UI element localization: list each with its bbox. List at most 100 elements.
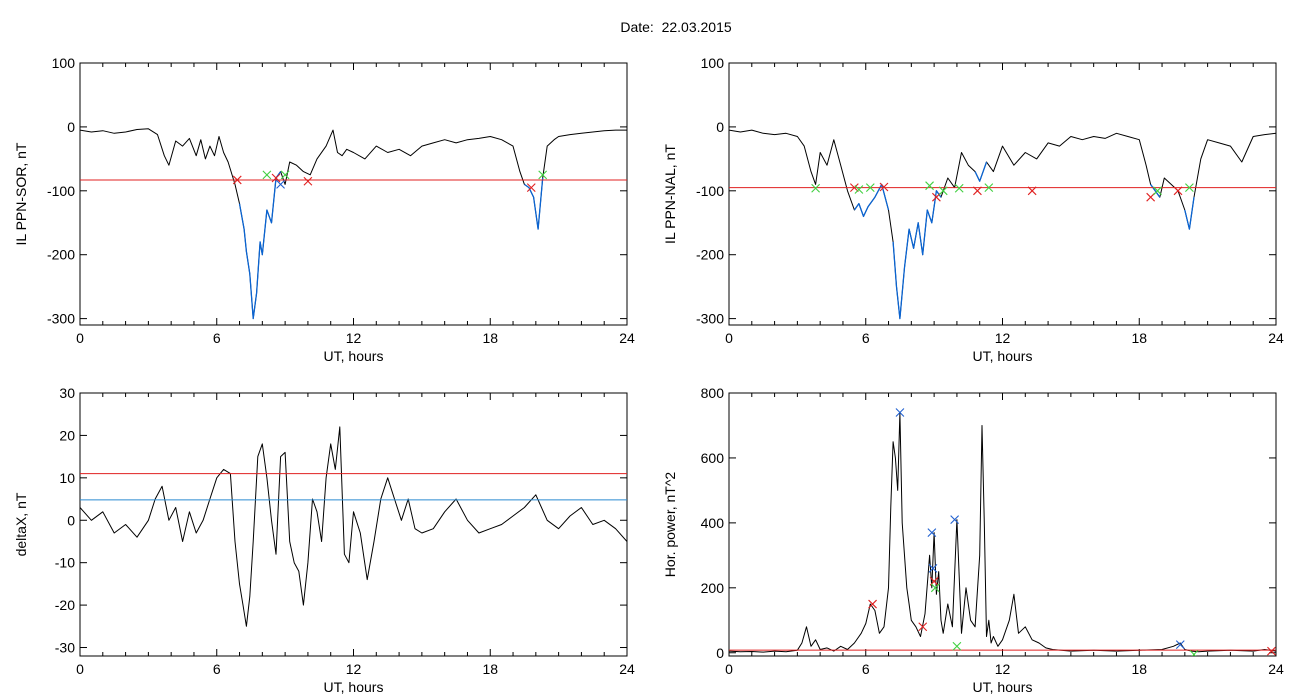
data-marker bbox=[303, 176, 313, 186]
y-tick-label: 200 bbox=[701, 580, 725, 596]
series-line bbox=[80, 426, 627, 627]
page-title: Date: 22.03.2015 bbox=[620, 19, 732, 35]
y-tick-label: 800 bbox=[701, 385, 725, 401]
x-tick-label: 18 bbox=[1131, 661, 1147, 677]
y-tick-label: 400 bbox=[701, 515, 725, 531]
marker-stroke bbox=[927, 528, 937, 538]
data-marker bbox=[232, 175, 242, 185]
data-marker bbox=[271, 173, 281, 183]
y-tick-label: 10 bbox=[59, 470, 75, 486]
data-marker bbox=[954, 183, 964, 193]
y-axis-label: IL PPN-SOR, nT bbox=[13, 142, 29, 245]
data-marker bbox=[1175, 640, 1185, 650]
series-highlight bbox=[1184, 197, 1195, 230]
data-marker bbox=[854, 185, 864, 194]
data-marker bbox=[1153, 186, 1162, 196]
data-marker bbox=[950, 515, 960, 525]
data-marker bbox=[262, 170, 272, 180]
data-marker bbox=[1173, 186, 1183, 196]
y-tick-label: -100 bbox=[47, 183, 75, 199]
x-tick-label: 12 bbox=[346, 330, 362, 346]
series-line bbox=[80, 128, 627, 320]
marker-stroke bbox=[865, 183, 875, 192]
x-tick-label: 24 bbox=[1268, 661, 1284, 677]
plot-frame bbox=[728, 62, 1277, 326]
series-highlight bbox=[524, 177, 544, 230]
marker-stroke bbox=[1191, 649, 1199, 656]
marker-stroke bbox=[1175, 640, 1185, 650]
x-tick-label: 12 bbox=[346, 661, 362, 677]
x-axis-label: UT, hours bbox=[973, 679, 1033, 695]
data-marker bbox=[811, 183, 820, 193]
chart-il-ppn-nal: 0 6 12 18 24 100 0 -100 -200 -300 UT, hours IL PPN-… bbox=[662, 55, 1284, 364]
series-highlight bbox=[892, 190, 942, 320]
y-tick-label: 20 bbox=[59, 427, 75, 443]
data-marker bbox=[1189, 649, 1199, 656]
y-tick-label: -300 bbox=[696, 311, 724, 327]
series-highlight bbox=[974, 161, 988, 182]
marker-stroke bbox=[538, 170, 548, 180]
x-axis-label: UT, hours bbox=[324, 348, 384, 364]
marker-stroke bbox=[868, 599, 877, 609]
y-axis-label: Hor. power, nT^2 bbox=[662, 472, 678, 578]
marker-stroke bbox=[811, 183, 820, 193]
data-marker bbox=[865, 183, 875, 192]
data-marker bbox=[895, 408, 905, 417]
marker-stroke bbox=[303, 176, 313, 186]
y-tick-label: 0 bbox=[67, 512, 75, 528]
y-tick-label: -100 bbox=[696, 183, 724, 199]
plot-frame bbox=[728, 392, 1277, 657]
x-tick-label: 0 bbox=[725, 661, 733, 677]
data-marker bbox=[1027, 186, 1037, 196]
data-marker bbox=[538, 170, 548, 180]
plot-area bbox=[729, 129, 1276, 320]
plot-area bbox=[729, 408, 1276, 656]
y-axis-label: deltaX, nT bbox=[13, 492, 29, 556]
x-tick-label: 0 bbox=[76, 661, 84, 677]
x-tick-label: 24 bbox=[619, 661, 635, 677]
marker-stroke bbox=[879, 182, 889, 192]
data-marker bbox=[928, 563, 938, 573]
marker-stroke bbox=[925, 181, 934, 191]
y-tick-label: 600 bbox=[701, 450, 725, 466]
marker-stroke bbox=[262, 170, 272, 180]
marker-stroke bbox=[954, 183, 964, 193]
x-tick-label: 18 bbox=[482, 661, 498, 677]
marker-stroke bbox=[1153, 186, 1162, 196]
marker-stroke bbox=[271, 173, 281, 183]
y-tick-label: -20 bbox=[55, 597, 75, 613]
y-tick-label: 100 bbox=[52, 55, 76, 71]
x-axis-label: UT, hours bbox=[324, 679, 384, 695]
x-tick-label: 6 bbox=[862, 330, 870, 346]
y-tick-label: -200 bbox=[47, 247, 75, 263]
y-tick-label: -30 bbox=[55, 640, 75, 656]
series-highlight bbox=[238, 171, 282, 320]
marker-stroke bbox=[950, 515, 960, 525]
marker-stroke bbox=[280, 170, 290, 180]
marker-stroke bbox=[895, 408, 905, 417]
series-highlight bbox=[1150, 184, 1161, 198]
y-tick-label: -300 bbox=[47, 311, 75, 327]
marker-stroke bbox=[930, 583, 940, 593]
data-marker bbox=[868, 599, 877, 609]
marker-stroke bbox=[526, 183, 536, 192]
data-marker bbox=[526, 183, 536, 192]
marker-stroke bbox=[276, 180, 285, 189]
marker-stroke bbox=[1185, 183, 1194, 192]
x-tick-label: 18 bbox=[1131, 330, 1147, 346]
plot-frame bbox=[79, 62, 628, 326]
chart-il-ppn-sor: 0 6 12 18 24 100 0 -100 -200 -300 UT, hours IL PPN-… bbox=[13, 55, 635, 364]
x-tick-label: 0 bbox=[76, 330, 84, 346]
marker-stroke bbox=[938, 186, 948, 196]
y-tick-label: 0 bbox=[716, 119, 724, 135]
marker-stroke bbox=[928, 563, 938, 573]
chart-horizontal-power: 0 6 12 18 24 800 600 400 200 0 UT, hours Hor. power… bbox=[662, 385, 1284, 695]
data-marker bbox=[280, 170, 290, 180]
y-tick-label: 30 bbox=[59, 385, 75, 401]
y-tick-label: -200 bbox=[696, 247, 724, 263]
x-tick-label: 24 bbox=[619, 330, 635, 346]
plot-frame bbox=[79, 392, 628, 657]
data-marker bbox=[927, 528, 937, 538]
marker-stroke bbox=[854, 185, 864, 194]
